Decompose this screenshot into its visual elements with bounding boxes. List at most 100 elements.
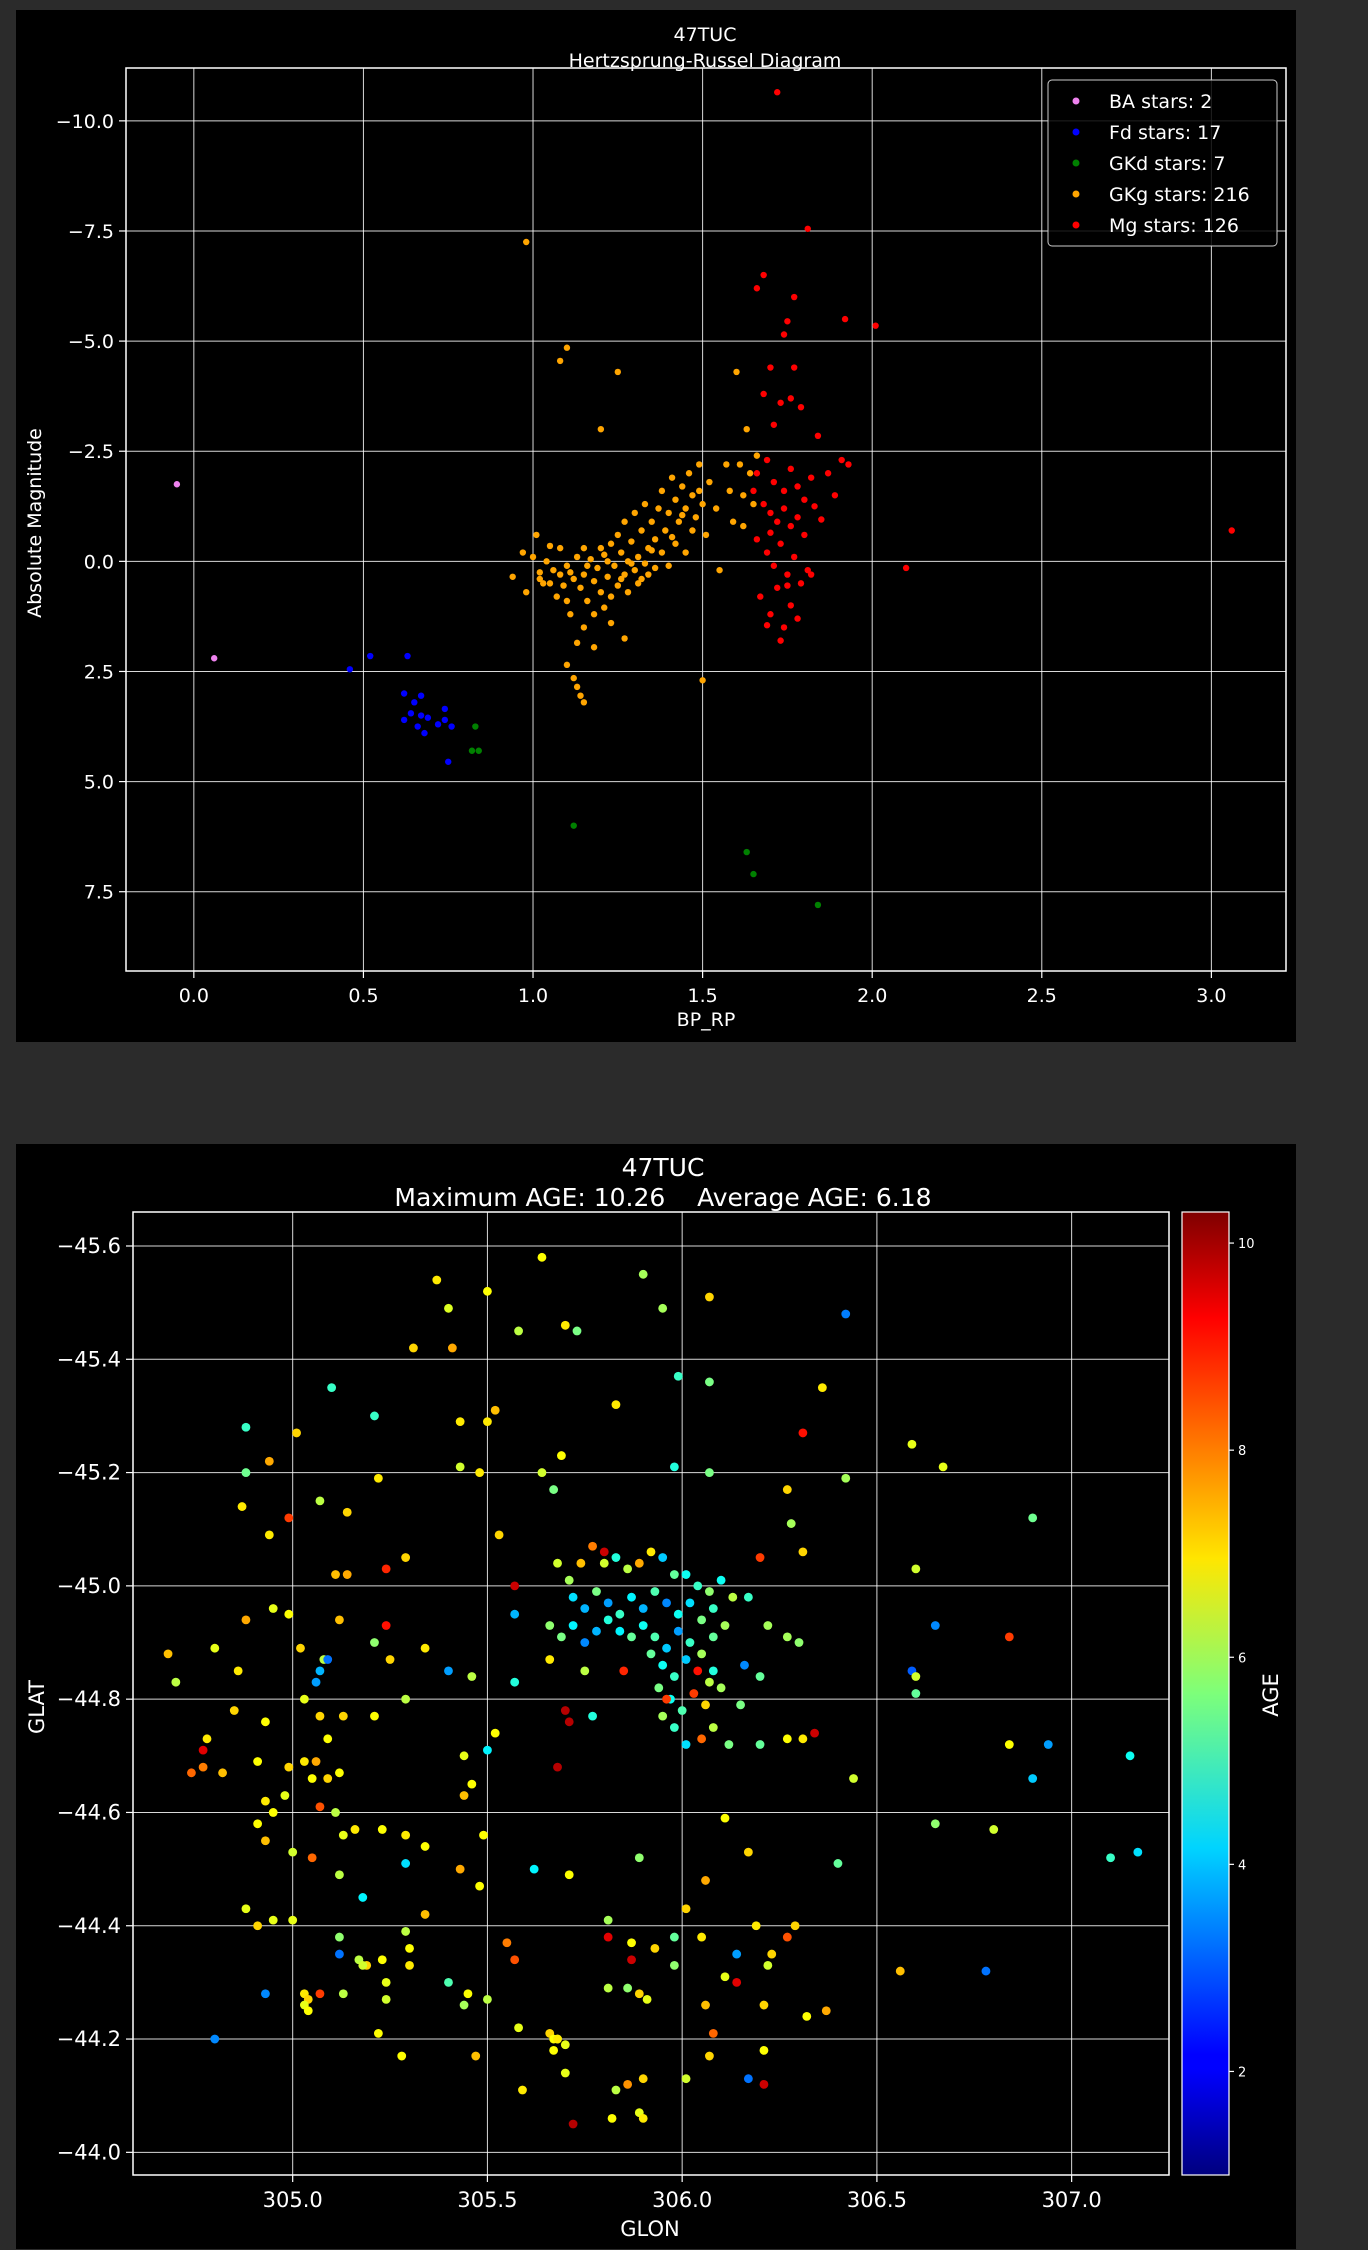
age-point [720, 1813, 730, 1823]
hr-point [628, 538, 635, 545]
age-point [603, 1915, 613, 1925]
hr-point [367, 652, 374, 660]
age-colorbar-tick-label: 8 [1238, 1444, 1246, 1459]
age-point [401, 1694, 411, 1704]
hr-point [556, 571, 564, 578]
hr-point [760, 271, 767, 279]
age-point [708, 1723, 718, 1732]
hr-point [794, 615, 801, 622]
age-point [708, 2028, 718, 2038]
hr-plot-frame [125, 67, 1287, 972]
age-point [529, 1864, 539, 1874]
age-point [755, 1553, 765, 1562]
age-point [420, 1643, 430, 1653]
age-point [358, 1893, 368, 1902]
hr-point [648, 518, 655, 525]
hr-ticks: 0.0 0.5 1.0 1.5 2.0 2.5 3.0 −10.0 −7.5 −5.0 −2.5 0.… [56, 111, 1227, 1007]
age-point [654, 1683, 664, 1693]
age-point [580, 1638, 590, 1647]
hr-point [546, 580, 554, 587]
age-point [420, 1842, 430, 1851]
age-point [619, 1666, 629, 1676]
hr-point [536, 569, 544, 576]
age-point [459, 2000, 469, 2010]
age-point [490, 1405, 500, 1415]
hr-grid [126, 68, 1286, 971]
age-point [381, 1564, 391, 1574]
age-point [537, 1468, 547, 1477]
hr-point [804, 225, 811, 232]
hr-legend-marker [1072, 190, 1080, 198]
hr-point [543, 558, 550, 565]
hr-ytick-label: 2.5 [84, 661, 114, 683]
hr-point [573, 683, 581, 691]
age-point [623, 1983, 633, 1993]
age-point [821, 2006, 831, 2016]
hr-point [841, 315, 849, 323]
hr-point [607, 540, 615, 547]
age-point [331, 1570, 340, 1579]
age-point [292, 1428, 301, 1438]
hr-point [760, 500, 767, 508]
hr-point [539, 580, 547, 587]
age-point [743, 1592, 753, 1602]
age-ticks: 305.0 305.5 306.0 306.5 307.0 −45.6 −45.4 −45.2… [57, 1234, 1102, 2212]
age-point [755, 1740, 765, 1749]
age-point [518, 2085, 527, 2095]
hr-point [550, 566, 557, 574]
hr-point [441, 705, 449, 713]
age-point [662, 1598, 671, 1608]
hr-legend-label: Mg stars: 126 [1109, 215, 1239, 237]
hr-point [790, 364, 798, 371]
hr-point [831, 492, 839, 499]
hr-point [577, 584, 584, 591]
age-point [350, 1825, 360, 1834]
hr-point [597, 544, 605, 552]
age-point [782, 1485, 792, 1494]
age-point [241, 1422, 251, 1432]
age-point [568, 1621, 578, 1630]
age-point [202, 1734, 212, 1744]
age-point [253, 1921, 263, 1931]
hr-point [767, 611, 774, 618]
hr-point [590, 577, 598, 585]
hr-point [750, 870, 757, 878]
age-point [642, 1994, 652, 2004]
age-point [327, 1383, 337, 1393]
age-ytick-label: −44.6 [57, 1800, 121, 1824]
age-point [261, 1796, 270, 1806]
age-point [218, 1768, 227, 1778]
age-point [409, 1343, 418, 1353]
age-point [335, 1768, 344, 1778]
age-point [677, 1706, 687, 1715]
age-point [681, 1570, 691, 1579]
hr-point [628, 560, 635, 567]
age-point [455, 1417, 465, 1426]
age-point [568, 2119, 578, 2129]
hr-point [665, 509, 672, 517]
hr-point [702, 531, 710, 539]
age-point [763, 1621, 773, 1630]
age-point [564, 1717, 574, 1727]
age-point [681, 2074, 691, 2084]
age-point [767, 1949, 777, 1959]
age-point [335, 1949, 344, 1959]
age-point [444, 1978, 453, 1987]
hr-point [753, 470, 761, 477]
hr-point [787, 602, 794, 609]
hr-point [712, 505, 720, 512]
age-point [650, 1944, 660, 1953]
hr-point [614, 582, 622, 589]
hr-point [584, 597, 591, 605]
age-point [611, 1553, 621, 1562]
age-map-chart: 47TUC Maximum AGE: 10.26 Average AGE: 6.… [25, 1153, 1283, 2241]
age-point [342, 1570, 352, 1579]
age-point [455, 1462, 465, 1472]
hr-point [570, 674, 577, 682]
hr-point [790, 553, 798, 561]
age-point [786, 1519, 796, 1528]
age-point [580, 1604, 590, 1613]
age-point [401, 1927, 411, 1936]
age-point [662, 1694, 671, 1704]
age-point [483, 1417, 492, 1426]
